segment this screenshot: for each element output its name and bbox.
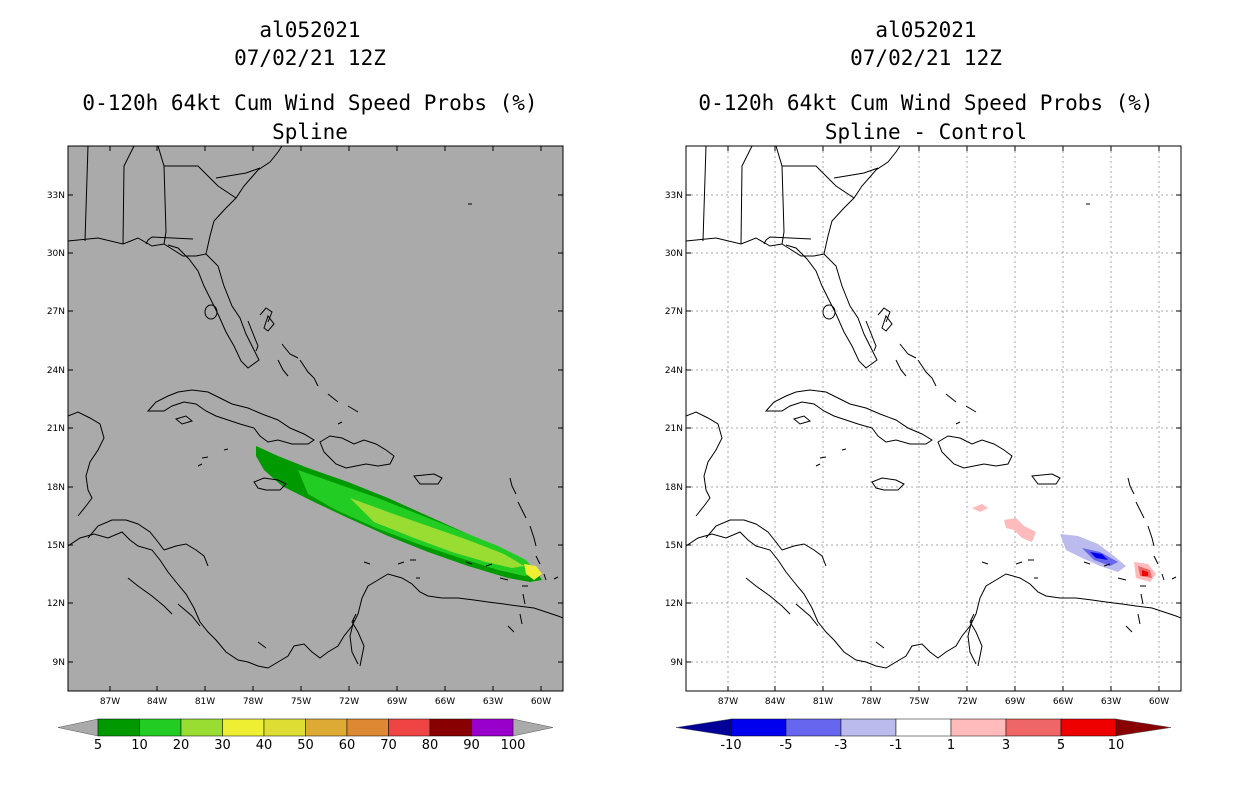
right-colorbar-over-arrow — [1115, 718, 1172, 737]
left-colorbar-segment — [180, 718, 223, 737]
left-lat-label: 33N — [47, 191, 65, 201]
left-probability-swath — [256, 446, 542, 582]
left-axes: 33N 30N 27N 24N 21N 18N 15N 12N 9N 87W 84W 81W 78W 75… — [47, 146, 563, 707]
left-map-background — [68, 146, 563, 691]
right-colorbar-label: -3 — [835, 738, 848, 753]
right-storm-id: al052021 — [875, 18, 977, 42]
right-colorbar-label: 10 — [1108, 738, 1125, 753]
left-lat-label: 21N — [47, 424, 65, 434]
left-lon-label: 78W — [243, 697, 263, 707]
left-lat-label: 12N — [47, 599, 65, 609]
left-colorbar-label: 20 — [173, 738, 190, 753]
right-product-title: 0-120h 64kt Cum Wind Speed Probs (%) — [698, 91, 1154, 115]
right-colorbar-segment — [1005, 718, 1062, 737]
right-lat-label: 18N — [665, 483, 683, 493]
left-colorbar-label: 70 — [380, 738, 397, 753]
right-axes: 33N 30N 27N 24N 21N 18N 15N 12N 9N 87W 84W 81W 78W 75… — [665, 146, 1181, 707]
right-colorbar-label: 5 — [1057, 738, 1065, 753]
left-colorbar-label: 40 — [256, 738, 273, 753]
right-lat-label: 30N — [665, 249, 683, 259]
left-lat-label: 30N — [47, 249, 65, 259]
left-colorbar-label: 30 — [214, 738, 231, 753]
left-lon-label: 81W — [195, 697, 215, 707]
right-colorbar-label: 1 — [947, 738, 955, 753]
left-lon-label: 84W — [147, 697, 167, 707]
right-lat-label: 12N — [665, 599, 683, 609]
right-colorbar: -10 -5 -3 -1 1 3 5 10 — [675, 718, 1172, 753]
left-colorbar-label: 5 — [94, 738, 102, 753]
left-subtitle: Spline — [272, 120, 348, 144]
left-colorbar-label: 60 — [339, 738, 356, 753]
right-lat-label: 15N — [665, 541, 683, 551]
left-lat-label: 27N — [47, 307, 65, 317]
left-storm-id: al052021 — [259, 18, 361, 42]
right-colorbar-label: -1 — [890, 738, 903, 753]
left-datetime: 07/02/21 12Z — [234, 46, 386, 70]
left-lon-label: 60W — [531, 697, 551, 707]
left-lat-label: 24N — [47, 366, 65, 376]
left-colorbar-segment — [471, 718, 514, 737]
right-colorbar-segment — [730, 718, 787, 737]
left-colorbar-segment — [305, 718, 348, 737]
right-colorbar-segment — [895, 718, 952, 737]
left-colorbar-label: 90 — [463, 738, 480, 753]
right-lat-label: 27N — [665, 307, 683, 317]
right-colorbar-under-arrow — [675, 718, 732, 737]
right-map — [686, 146, 1181, 691]
right-lat-label: 24N — [665, 366, 683, 376]
right-colorbar-label: 3 — [1002, 738, 1010, 753]
right-difference-contours — [972, 504, 1156, 582]
right-subtitle: Spline - Control — [824, 120, 1028, 144]
right-lon-label: 84W — [765, 697, 785, 707]
left-lat-label: 15N — [47, 541, 65, 551]
right-map-frame — [685, 145, 1182, 692]
left-lon-label: 75W — [291, 697, 311, 707]
left-colorbar-segment — [429, 718, 472, 737]
right-lon-label: 81W — [813, 697, 833, 707]
right-lon-label: 66W — [1053, 697, 1073, 707]
left-lon-label: 87W — [100, 697, 120, 707]
left-colorbar-label: 100 — [501, 738, 526, 753]
left-colorbar-under-arrow — [57, 718, 99, 737]
left-colorbar-segment — [346, 718, 389, 737]
left-lon-label: 72W — [339, 697, 359, 707]
left-colorbar: 5 10 20 30 40 50 60 70 80 90 100 — [57, 718, 554, 753]
right-lat-label: 21N — [665, 424, 683, 434]
right-lon-label: 75W — [909, 697, 929, 707]
left-lon-label: 66W — [435, 697, 455, 707]
left-lon-label: 63W — [483, 697, 503, 707]
left-colorbar-segment — [263, 718, 306, 737]
right-colorbar-label: -10 — [720, 738, 741, 753]
left-colorbar-segment — [139, 718, 182, 737]
left-colorbar-segment — [222, 718, 265, 737]
right-lon-label: 72W — [957, 697, 977, 707]
left-colorbar-segment — [388, 718, 431, 737]
right-colorbar-label: -5 — [780, 738, 793, 753]
right-colorbar-segment — [840, 718, 897, 737]
left-colorbar-over-arrow — [512, 718, 554, 737]
right-lon-label: 60W — [1149, 697, 1169, 707]
left-lat-label: 9N — [53, 658, 65, 668]
right-colorbar-segment — [950, 718, 1007, 737]
right-lon-label: 78W — [861, 697, 881, 707]
left-colorbar-segment — [97, 718, 140, 737]
left-product-title: 0-120h 64kt Cum Wind Speed Probs (%) — [82, 91, 538, 115]
left-map-frame — [67, 145, 564, 692]
left-lat-label: 18N — [47, 483, 65, 493]
right-datetime: 07/02/21 12Z — [850, 46, 1002, 70]
right-colorbar-segment — [785, 718, 842, 737]
right-colorbar-segment — [1060, 718, 1117, 737]
left-colorbar-label: 50 — [297, 738, 314, 753]
right-map-background — [686, 146, 1181, 691]
left-colorbar-label: 10 — [131, 738, 148, 753]
left-colorbar-label: 80 — [422, 738, 439, 753]
left-lon-label: 69W — [387, 697, 407, 707]
right-lat-label: 33N — [665, 191, 683, 201]
left-map — [68, 146, 563, 691]
right-lon-label: 87W — [718, 697, 738, 707]
right-lon-label: 63W — [1101, 697, 1121, 707]
right-lon-label: 69W — [1005, 697, 1025, 707]
right-lat-label: 9N — [671, 658, 683, 668]
